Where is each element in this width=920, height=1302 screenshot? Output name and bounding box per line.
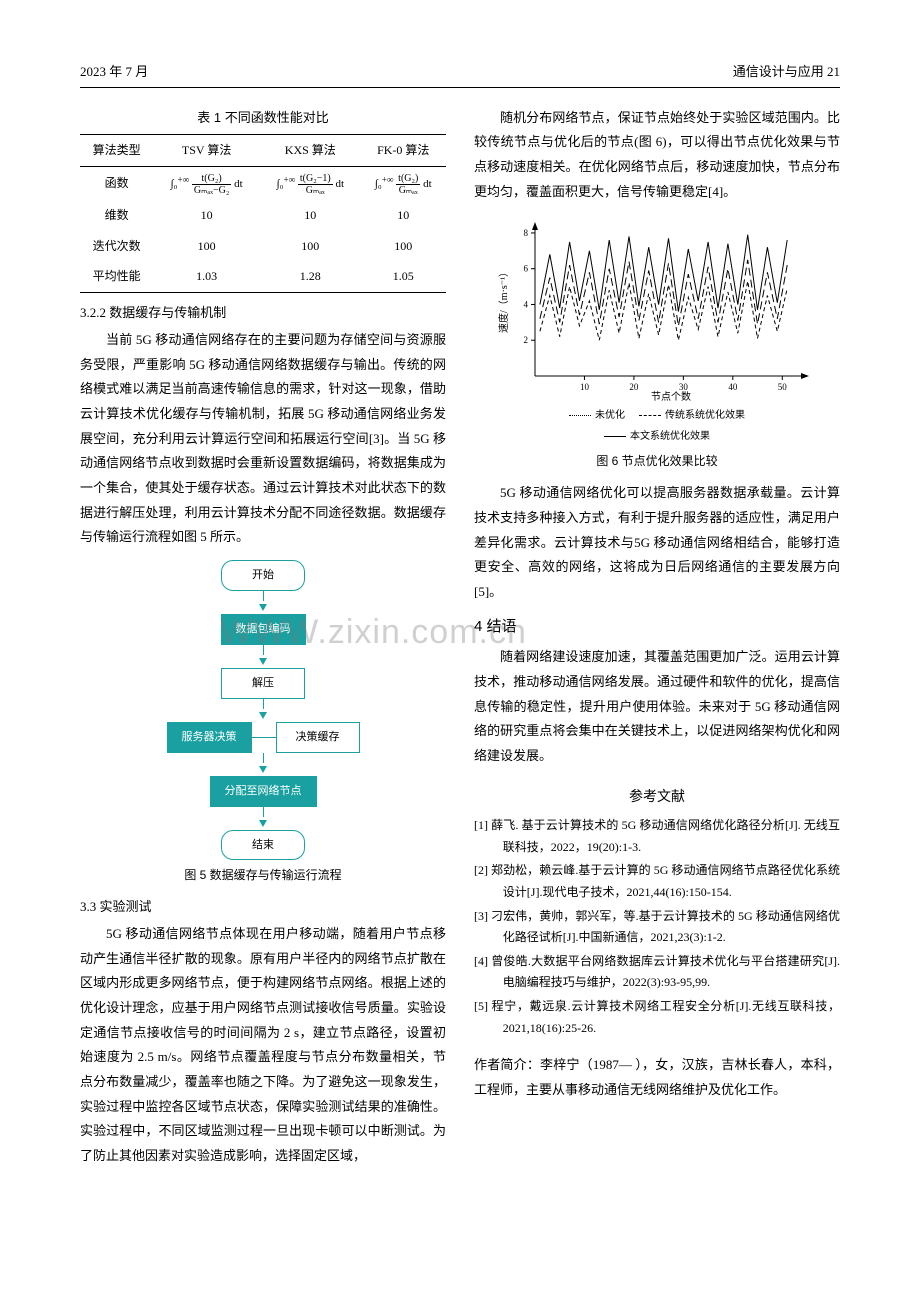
flow-encode: 数据包编码 [221, 614, 306, 645]
table-row: 平均性能 1.03 1.28 1.05 [80, 261, 446, 292]
flow-server-decision: 服务器决策 [167, 722, 252, 753]
legend-item: 本文系统优化效果 [604, 427, 710, 446]
ref-item: [1] 薛飞. 基于云计算技术的 5G 移动通信网络优化路径分析[J]. 无线互… [474, 815, 840, 858]
para-4: 随着网络建设速度加速，其覆盖范围更加广泛。运用云计算技术，推动移动通信网络发展。… [474, 645, 840, 768]
right-column: 随机分布网络节点，保证节点始终处于实验区域范围内。比较传统节点与优化后的节点(图… [474, 106, 840, 1169]
svg-text:30: 30 [679, 382, 689, 392]
heading-4: 4 结语 [474, 613, 840, 642]
heading-3-2-2: 3.2.2 数据缓存与传输机制 [80, 301, 446, 326]
references-list: [1] 薛飞. 基于云计算技术的 5G 移动通信网络优化路径分析[J]. 无线互… [474, 815, 840, 1039]
ref-item: [4] 曾俊皓.大数据平台网络数据库云计算技术优化与平台搭建研究[J].电脑编程… [474, 951, 840, 994]
page-header: 2023 年 7 月 通信设计与应用 21 [80, 60, 840, 88]
flow-start: 开始 [221, 560, 305, 591]
figure-5-caption: 图 5 数据缓存与传输运行流程 [80, 864, 446, 887]
line-chart-svg: 10 20 30 40 50 2 4 6 8 节点个数 速度/（m·s⁻¹） [497, 214, 817, 404]
flow-dispatch: 分配至网络节点 [210, 776, 317, 807]
cell: 100 [153, 231, 260, 262]
cell: 1.05 [361, 261, 446, 292]
cell: 1.28 [260, 261, 360, 292]
svg-text:速度/（m·s⁻¹）: 速度/（m·s⁻¹） [497, 267, 510, 333]
author-bio: 作者简介：李梓宁（1987— ），女，汉族，吉林长春人，本科，工程师，主要从事移… [474, 1053, 840, 1102]
cell: 函数 [80, 167, 153, 200]
table-row: 函数 ∫₀+∞ t(G₂)Gₘₐₓ−G₂ dt ∫₀+∞ t(G₂−1)Gₘₐₓ… [80, 167, 446, 200]
flow-end: 结束 [221, 830, 305, 861]
cell: 100 [260, 231, 360, 262]
header-date: 2023 年 7 月 [80, 60, 148, 85]
th: 算法类型 [80, 135, 153, 167]
cell: 迭代次数 [80, 231, 153, 262]
svg-text:2: 2 [524, 336, 529, 346]
figure-6-chart: 10 20 30 40 50 2 4 6 8 节点个数 速度/（m·s⁻¹） 未优化 传统系统优化效… [474, 214, 840, 446]
header-journal: 通信设计与应用 21 [733, 60, 840, 85]
references-heading: 参考文献 [474, 783, 840, 810]
figure-6-caption: 图 6 节点优化效果比较 [474, 450, 840, 473]
cell: 10 [260, 200, 360, 231]
para-3-2-2: 当前 5G 移动通信网络存在的主要问题为存储空间与资源服务受限，严重影响 5G … [80, 328, 446, 550]
cell: ∫₀+∞ t(G₂−1)Gₘₐₓ dt [260, 167, 360, 200]
flow-decompress: 解压 [221, 668, 305, 699]
cell: ∫₀+∞ t(G₂)Gₘₐₓ dt [361, 167, 446, 200]
para-right-mid: 5G 移动通信网络优化可以提高服务器数据承载量。云计算技术支持多种接入方式，有利… [474, 481, 840, 604]
cell: 维数 [80, 200, 153, 231]
legend-item: 传统系统优化效果 [639, 406, 745, 425]
table1: 算法类型 TSV 算法 KXS 算法 FK-0 算法 函数 ∫₀+∞ t(G₂)… [80, 134, 446, 293]
figure-6-legend-2: 本文系统优化效果 [474, 427, 840, 446]
th: FK-0 算法 [361, 135, 446, 167]
cell: 10 [153, 200, 260, 231]
cell: 平均性能 [80, 261, 153, 292]
cell: 100 [361, 231, 446, 262]
cell: 10 [361, 200, 446, 231]
table-row: 算法类型 TSV 算法 KXS 算法 FK-0 算法 [80, 135, 446, 167]
figure-6-legend: 未优化 传统系统优化效果 [474, 406, 840, 425]
cell: ∫₀+∞ t(G₂)Gₘₐₓ−G₂ dt [153, 167, 260, 200]
table-row: 迭代次数 100 100 100 [80, 231, 446, 262]
heading-3-3: 3.3 实验测试 [80, 895, 446, 920]
svg-text:节点个数: 节点个数 [651, 390, 691, 403]
ref-item: [3] 刁宏伟，黄帅，郭兴军，等.基于云计算技术的 5G 移动通信网络优化路径试… [474, 906, 840, 949]
legend-item: 未优化 [569, 406, 625, 425]
para-3-3: 5G 移动通信网络节点体现在用户移动端，随着用户节点移动产生通信半径扩散的现象。… [80, 922, 446, 1169]
left-column: 表 1 不同函数性能对比 算法类型 TSV 算法 KXS 算法 FK-0 算法 … [80, 106, 446, 1169]
para-right-top: 随机分布网络节点，保证节点始终处于实验区域范围内。比较传统节点与优化后的节点(图… [474, 106, 840, 205]
table1-caption: 表 1 不同函数性能对比 [80, 106, 446, 131]
svg-text:6: 6 [524, 264, 529, 274]
svg-text:20: 20 [629, 382, 639, 392]
svg-text:4: 4 [524, 300, 529, 310]
figure-5-flowchart: 开始 数据包编码 解压 服务器决策 决策缓存 分配至网络节点 结束 [80, 560, 446, 860]
svg-text:40: 40 [728, 382, 738, 392]
th: KXS 算法 [260, 135, 360, 167]
svg-text:50: 50 [778, 382, 788, 392]
ref-item: [5] 程宁，戴远泉.云计算技术网络工程安全分析[J].无线互联科技，2021,… [474, 996, 840, 1039]
svg-text:10: 10 [580, 382, 590, 392]
svg-text:8: 8 [524, 228, 529, 238]
ref-item: [2] 郑劲松，赖云峰.基于云计算的 5G 移动通信网络节点路径优化系统设计[J… [474, 860, 840, 903]
flow-cache: 决策缓存 [276, 722, 360, 753]
table-row: 维数 10 10 10 [80, 200, 446, 231]
th: TSV 算法 [153, 135, 260, 167]
cell: 1.03 [153, 261, 260, 292]
